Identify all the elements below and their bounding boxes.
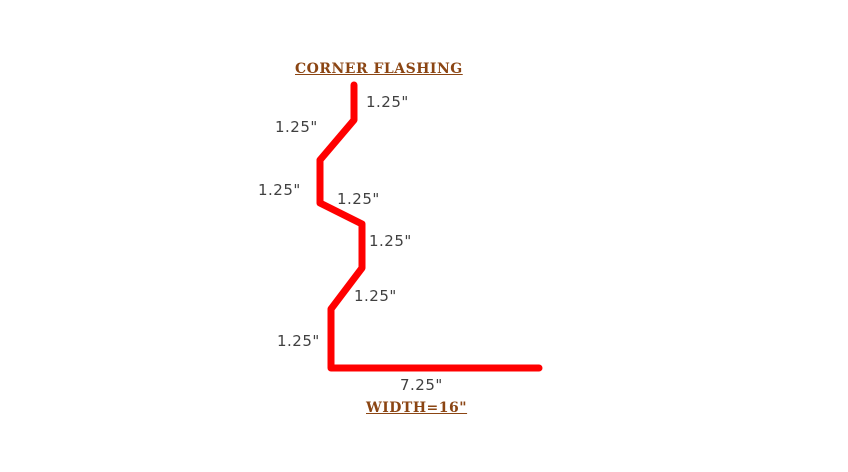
dimension-label: 7.25" (400, 376, 443, 394)
flashing-profile-line (316, 81, 543, 372)
width-note: WIDTH=16" (366, 400, 468, 416)
dimension-label: 1.25" (258, 181, 301, 199)
diagram-title: CORNER FLASHING (295, 61, 463, 77)
dimension-label: 1.25" (277, 332, 320, 350)
dimension-label: 1.25" (337, 190, 380, 208)
dimension-label: 1.25" (275, 118, 318, 136)
dimension-label: 1.25" (366, 93, 409, 111)
dimension-label: 1.25" (369, 232, 412, 250)
dimension-label: 1.25" (354, 287, 397, 305)
